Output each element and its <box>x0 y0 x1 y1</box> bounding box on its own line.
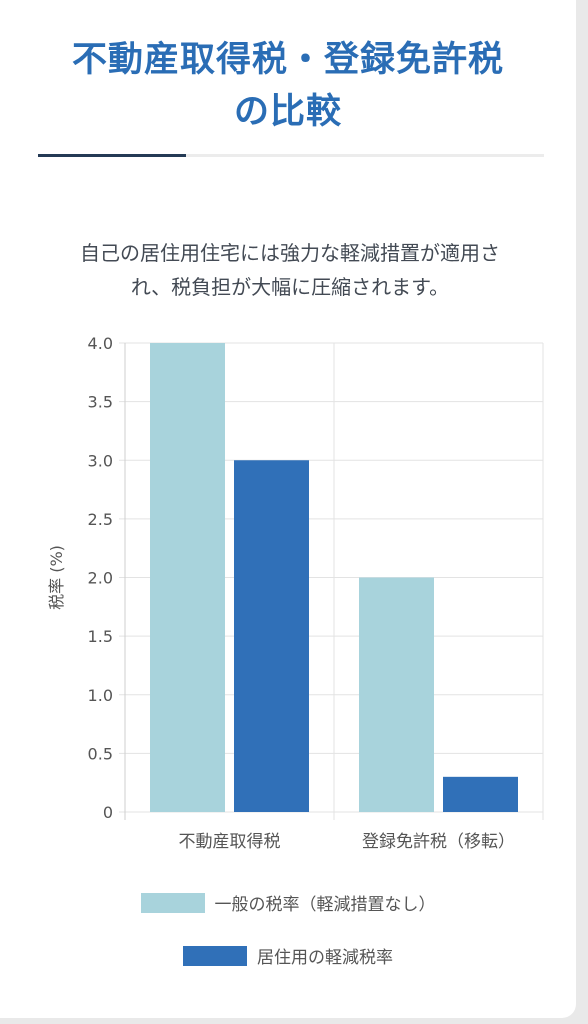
legend-swatch-reduced <box>183 945 247 966</box>
legend-item-general[interactable]: 一般の税率（軽減措置なし） <box>0 890 576 915</box>
y-axis-title: 税率 (%) <box>47 545 66 610</box>
legend-label-general: 一般の税率（軽減措置なし） <box>214 895 436 915</box>
title-divider <box>38 154 544 157</box>
bar-general <box>359 577 434 812</box>
y-tick-label: 2.0 <box>88 569 113 588</box>
y-tick-label: 2.5 <box>88 510 113 529</box>
page-title: 不動産取得税・登録免許税 の比較 <box>20 34 556 138</box>
title-line-2: の比較 <box>233 92 342 132</box>
x-tick-label: 不動産取得税 <box>179 832 281 852</box>
title-line-1: 不動産取得税・登録免許税 <box>71 40 504 80</box>
y-tick-label: 0 <box>103 803 113 822</box>
chart-description: 自己の居住用住宅には強力な軽減措置が適用さ れ、税負担が大幅に圧縮されます。 <box>40 236 540 304</box>
bar-chart: 4.0 3.5 3.0 2.5 2.0 1.5 1.0 0.5 0 不動産取得税 登録免許税（移転）… <box>47 334 544 852</box>
x-tick-label: 登録免許税（移転） <box>362 832 515 852</box>
title-divider-accent <box>38 154 186 157</box>
y-tick-label: 0.5 <box>88 744 113 763</box>
chart-card: 不動産取得税・登録免許税 の比較 自己の居住用住宅には強力な軽減措置が適用さ れ… <box>0 0 576 1018</box>
legend-item-reduced[interactable]: 居住用の軽減税率 <box>0 943 576 968</box>
description-line-2: れ、税負担が大幅に圧縮されます。 <box>130 275 450 299</box>
y-tick-label: 3.0 <box>88 451 113 470</box>
y-tick-label: 1.0 <box>88 686 113 705</box>
legend-label-reduced: 居住用の軽減税率 <box>257 948 393 968</box>
bar-reduced <box>443 776 518 812</box>
bar-general <box>150 343 225 812</box>
y-tick-label: 1.5 <box>88 627 113 646</box>
legend-swatch-general <box>140 892 205 913</box>
bar-reduced <box>234 460 309 812</box>
description-line-1: 自己の居住用住宅には強力な軽減措置が適用さ <box>80 241 500 265</box>
y-tick-label: 3.5 <box>88 393 113 412</box>
y-tick-label: 4.0 <box>88 334 113 353</box>
